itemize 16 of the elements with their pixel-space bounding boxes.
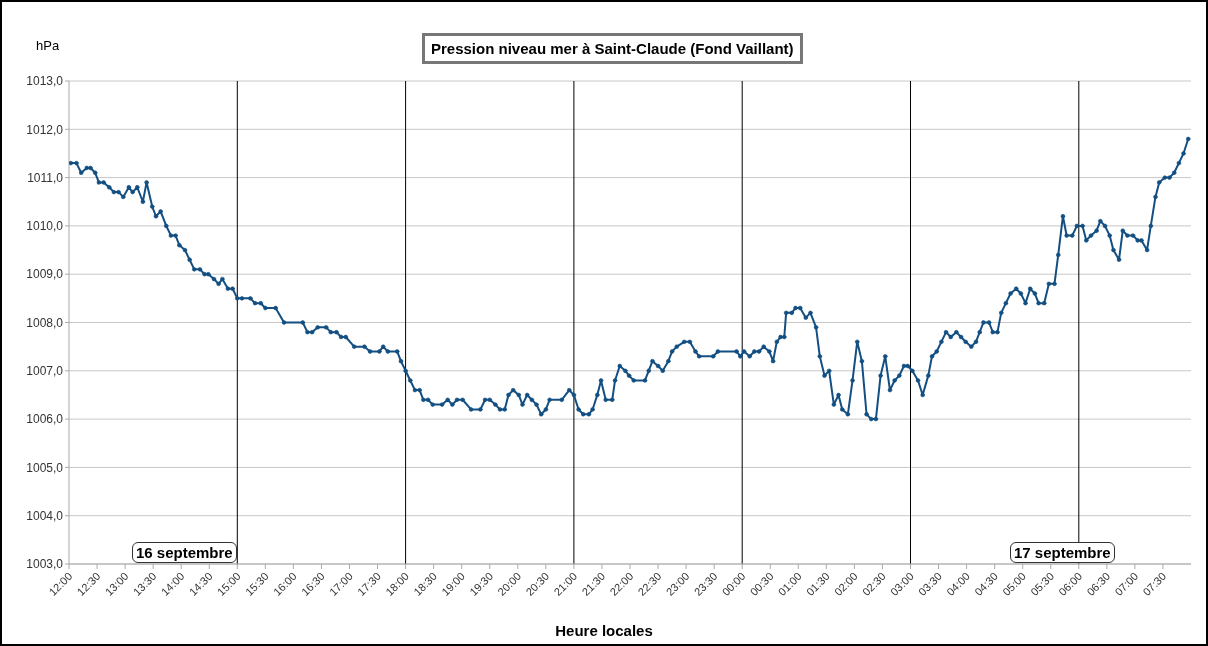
y-tick-label: 1003,0	[26, 557, 64, 572]
y-tick-label: 1005,0	[26, 460, 64, 475]
annotation: 16 septembre	[132, 542, 237, 563]
y-tick-label: 1012,0	[26, 122, 64, 137]
y-axis-title: hPa	[36, 38, 60, 53]
y-tick-label: 1013,0	[26, 74, 64, 89]
annotation: 17 septembre	[1010, 542, 1115, 563]
y-tick-label: 1004,0	[26, 508, 64, 523]
y-tick-label: 1006,0	[26, 412, 64, 427]
y-tick-label: 1010,0	[26, 219, 64, 234]
chart-title: Pression niveau mer à Saint-Claude (Fond Vaillant)	[422, 33, 803, 64]
y-tick-label: 1011,0	[27, 170, 64, 185]
y-tick-label: 1009,0	[26, 267, 64, 282]
y-tick-label: 1008,0	[26, 315, 64, 330]
y-tick-label: 1007,0	[26, 364, 64, 379]
x-axis-title: Heure locales	[554, 622, 654, 639]
